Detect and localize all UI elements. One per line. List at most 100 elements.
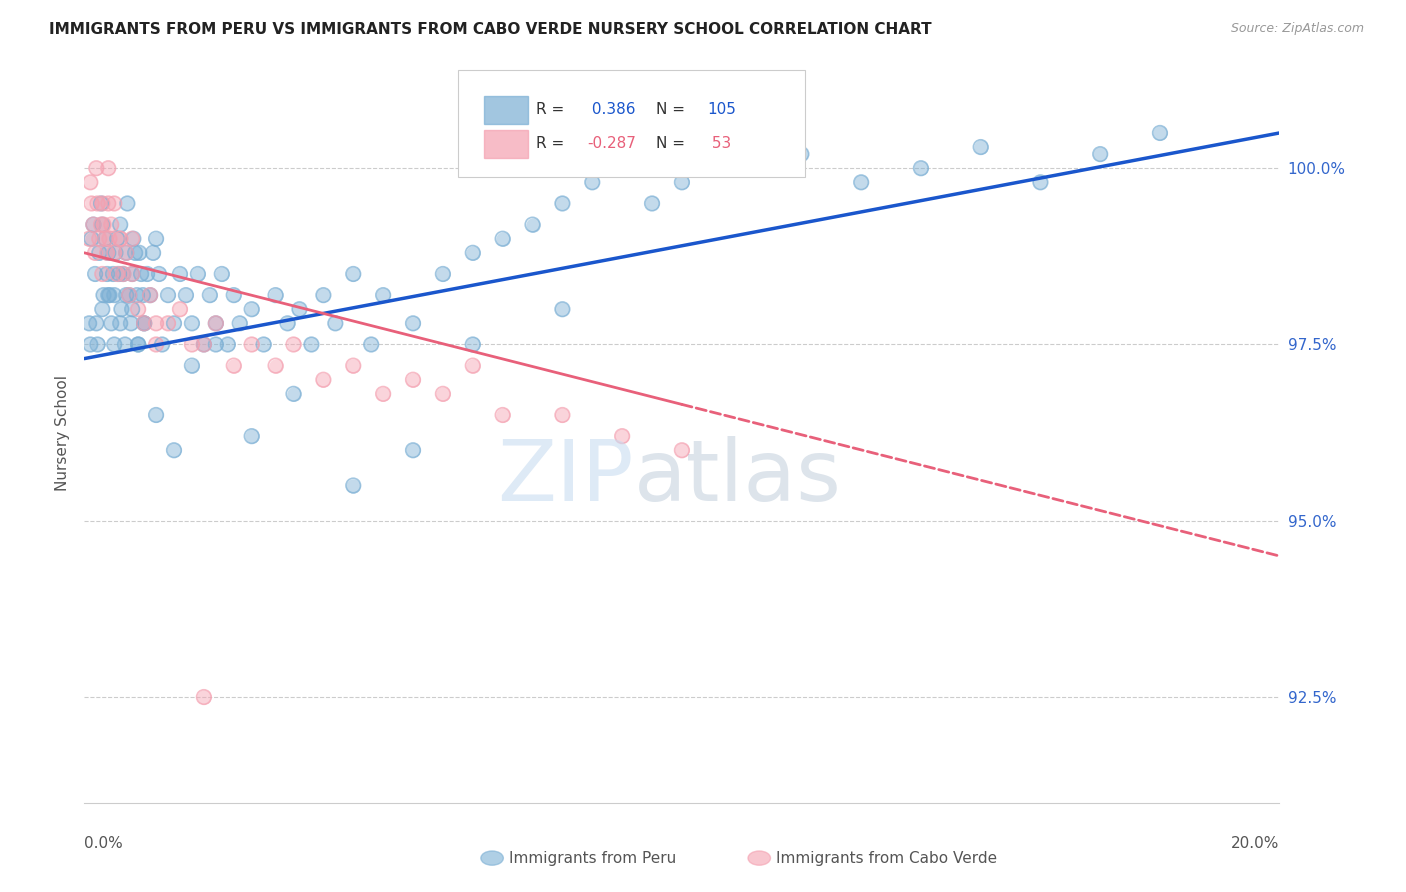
Point [127,337,149,351]
Point [240,302,263,317]
Point [163,316,186,330]
Point [187,267,209,281]
Point [181,316,204,330]
Point [312,373,335,387]
Point [110,232,132,246]
Point [79,175,101,189]
Point [125,288,148,302]
Point [110,232,132,246]
Text: R =: R = [536,136,569,152]
Point [790,147,813,161]
Point [432,387,454,401]
Point [110,232,132,246]
Point [551,302,574,317]
Point [105,232,128,246]
Point [402,373,425,387]
Point [121,267,143,281]
Point [91,267,114,281]
Point [198,288,221,302]
Point [112,267,135,281]
Point [127,337,149,351]
Point [229,316,252,330]
Point [641,196,664,211]
Point [115,245,138,260]
Point [97,161,120,176]
Point [79,337,101,351]
Text: R =: R = [536,103,569,117]
Point [288,302,311,317]
Point [104,245,127,260]
Point [96,245,118,260]
Point [110,316,132,330]
Point [551,196,574,211]
Point [312,288,335,302]
Point [342,267,364,281]
Point [118,288,141,302]
Point [731,161,754,176]
Point [240,337,263,351]
Point [110,302,132,317]
Point [301,337,323,351]
Point [910,161,932,176]
Text: 20.0%: 20.0% [1232,836,1279,851]
Point [101,267,124,281]
Point [110,218,132,232]
Point [121,302,143,317]
Point [91,218,114,232]
Point [288,302,311,317]
Point [127,302,149,317]
Point [612,429,634,443]
Point [157,316,180,330]
Point [342,359,364,373]
Point [104,245,127,260]
Point [112,267,135,281]
Point [132,316,156,330]
Point [169,267,191,281]
Point [115,245,138,260]
Text: atlas: atlas [634,435,842,518]
Point [91,196,114,211]
Point [181,337,204,351]
Point [700,147,723,161]
Point [402,316,425,330]
Point [432,267,454,281]
Point [132,316,156,330]
Point [145,316,167,330]
Point [181,316,204,330]
Point [86,316,108,330]
Text: 53: 53 [707,136,731,152]
Point [90,218,112,232]
Point [97,245,120,260]
Point [492,408,515,422]
Point [136,267,159,281]
Point [671,443,693,458]
Point [121,232,143,246]
Point [264,359,287,373]
Point [240,302,263,317]
Point [402,373,425,387]
Point [312,373,335,387]
Point [101,267,124,281]
Point [174,288,197,302]
Point [283,337,305,351]
Point [132,288,155,302]
Point [84,245,107,260]
Point [970,140,993,154]
Point [115,245,138,260]
Point [193,337,215,351]
Point [193,690,215,704]
Point [1090,147,1112,161]
Point [79,175,101,189]
Point [90,196,112,211]
Point [100,218,122,232]
Point [174,288,197,302]
Point [461,337,484,351]
Point [277,316,299,330]
Point [114,337,136,351]
Point [205,316,228,330]
Point [136,267,159,281]
Point [253,337,276,351]
Point [181,359,204,373]
Point [97,196,120,211]
Point [373,387,395,401]
